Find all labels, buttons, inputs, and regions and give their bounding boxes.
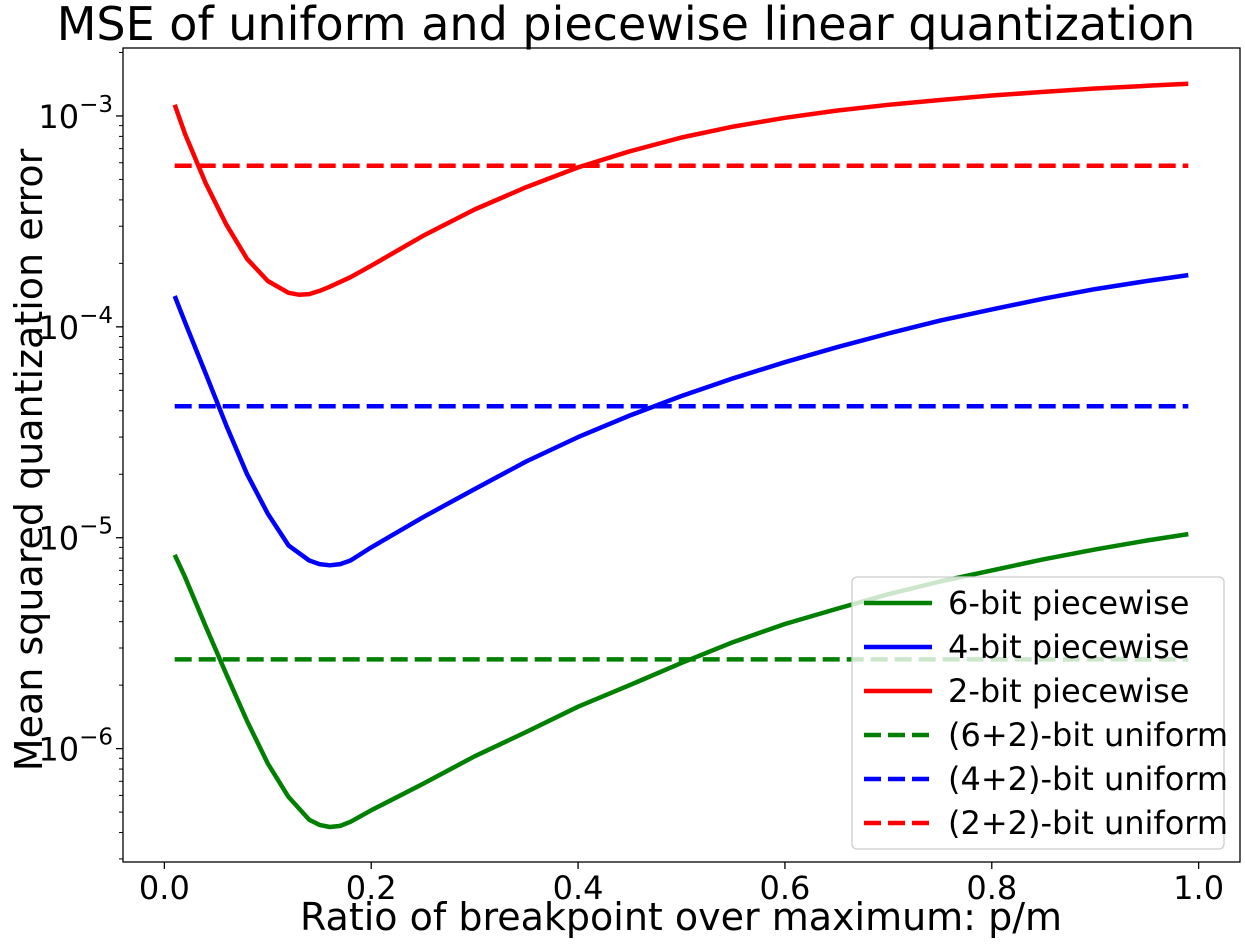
y-tick-label: 10−5 bbox=[38, 514, 113, 558]
legend-label-6: (2+2)-bit uniform bbox=[948, 804, 1228, 842]
x-tick-label: 0.6 bbox=[759, 869, 810, 907]
plot-area-frame bbox=[122, 47, 1241, 863]
x-tick-label: 1.0 bbox=[1173, 869, 1224, 907]
legend-label-2: 4-bit piecewise bbox=[948, 628, 1189, 666]
y-tick-label: 10−3 bbox=[38, 92, 113, 136]
legend-label-5: (4+2)-bit uniform bbox=[948, 760, 1228, 798]
x-tick-label: 0.4 bbox=[553, 869, 604, 907]
axes-layer: 0.0 0.2 0.4 0.6 0.8 1.0 10−6 10−5 10−4 10−3 bbox=[38, 51, 1224, 907]
legend-label-4: (6+2)-bit uniform bbox=[948, 716, 1228, 754]
legend-box bbox=[851, 576, 1225, 850]
series-line-3 bbox=[172, 81, 1189, 297]
legend: 6-bit piecewise 4-bit piecewise 2-bit piec… bbox=[851, 576, 1228, 850]
x-tick-label: 0.0 bbox=[139, 869, 190, 907]
x-axis-label: Ratio of breakpoint over maximum: p/m bbox=[300, 895, 1062, 939]
x-tick-label: 0.2 bbox=[346, 869, 397, 907]
y-tick-label: 10−4 bbox=[38, 303, 113, 347]
x-tick-label: 0.8 bbox=[966, 869, 1017, 907]
y-tick-label: 10−6 bbox=[38, 725, 113, 769]
series-line-2 bbox=[172, 272, 1189, 568]
chart-title: MSE of uniform and piecewise linear quan… bbox=[57, 0, 1196, 51]
legend-label-1: 6-bit piecewise bbox=[948, 584, 1189, 622]
legend-label-3: 2-bit piecewise bbox=[948, 672, 1189, 710]
y-axis-label: Mean squared quantization error bbox=[7, 148, 51, 771]
